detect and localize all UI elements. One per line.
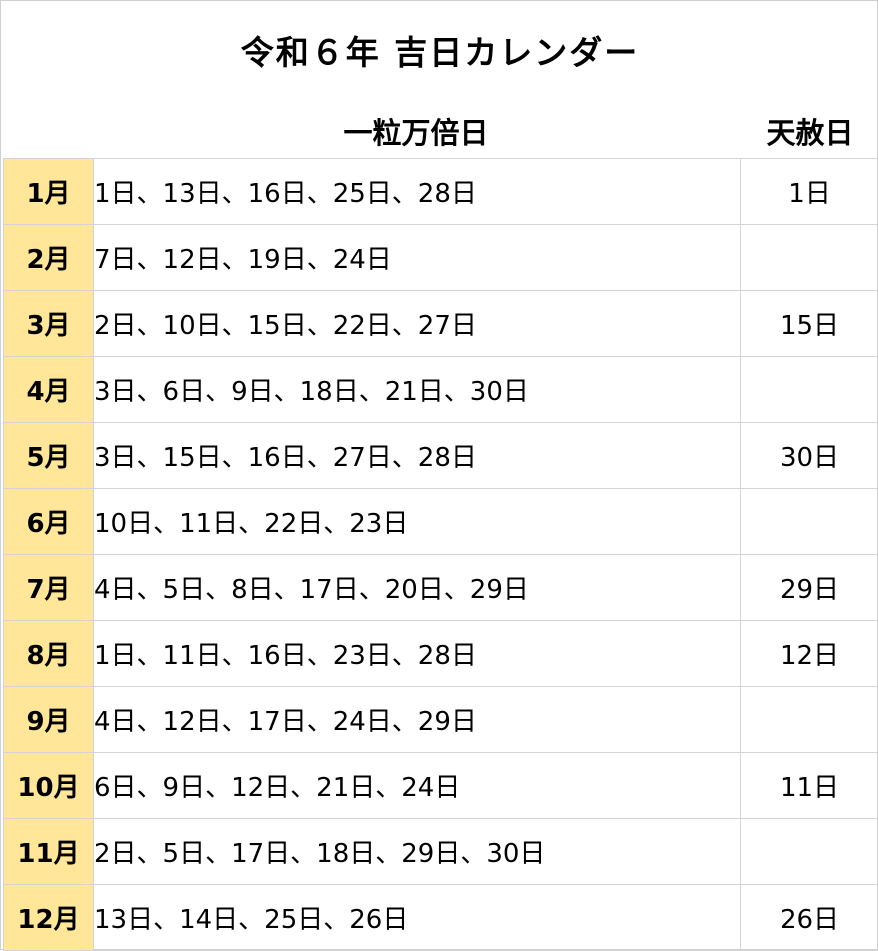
month-cell: 6月 <box>4 489 94 555</box>
ichiryu-days-cell: 1日、11日、16日、23日、28日 <box>94 621 741 687</box>
ichiryu-days-cell: 4日、5日、8日、17日、20日、29日 <box>94 555 741 621</box>
tenshanichi-cell: 15日 <box>741 291 878 357</box>
month-cell: 2月 <box>4 225 94 291</box>
header-tenshanichi: 天赦日 <box>741 109 878 157</box>
month-cell: 1月 <box>4 159 94 225</box>
month-cell: 12月 <box>4 885 94 951</box>
ichiryu-days-cell: 2日、10日、15日、22日、27日 <box>94 291 741 357</box>
month-cell: 11月 <box>4 819 94 885</box>
tenshanichi-cell: 26日 <box>741 885 878 951</box>
ichiryu-days-cell: 3日、15日、16日、27日、28日 <box>94 423 741 489</box>
ichiryu-days-cell: 2日、5日、17日、18日、29日、30日 <box>94 819 741 885</box>
tenshanichi-cell: 12日 <box>741 621 878 687</box>
tenshanichi-cell <box>741 357 878 423</box>
tenshanichi-cell: 30日 <box>741 423 878 489</box>
month-cell: 3月 <box>4 291 94 357</box>
tenshanichi-cell: 11日 <box>741 753 878 819</box>
month-cell: 4月 <box>4 357 94 423</box>
page-title: 令和６年 吉日カレンダー <box>1 29 878 77</box>
month-cell: 5月 <box>4 423 94 489</box>
ichiryu-days-cell: 13日、14日、25日、26日 <box>94 885 741 951</box>
ichiryu-days-cell: 7日、12日、19日、24日 <box>94 225 741 291</box>
tenshanichi-cell <box>741 225 878 291</box>
ichiryu-days-cell: 1日、13日、16日、25日、28日 <box>94 159 741 225</box>
header-ichiryu-manbaibi: 一粒万倍日 <box>91 109 741 157</box>
month-cell: 10月 <box>4 753 94 819</box>
ichiryu-days-cell: 6日、9日、12日、21日、24日 <box>94 753 741 819</box>
tenshanichi-cell <box>741 819 878 885</box>
month-cell: 7月 <box>4 555 94 621</box>
tenshanichi-cell: 29日 <box>741 555 878 621</box>
tenshanichi-cell <box>741 489 878 555</box>
ichiryu-days-cell: 3日、6日、9日、18日、21日、30日 <box>94 357 741 423</box>
month-cell: 9月 <box>4 687 94 753</box>
tenshanichi-cell <box>741 687 878 753</box>
tenshanichi-cell: 1日 <box>741 159 878 225</box>
ichiryu-days-cell: 10日、11日、22日、23日 <box>94 489 741 555</box>
month-cell: 8月 <box>4 621 94 687</box>
ichiryu-days-cell: 4日、12日、17日、24日、29日 <box>94 687 741 753</box>
